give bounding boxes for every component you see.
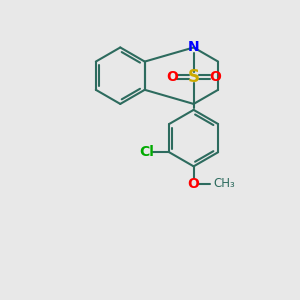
Text: Cl: Cl	[140, 145, 154, 159]
Text: S: S	[188, 68, 200, 86]
Text: N: N	[188, 40, 200, 55]
Text: O: O	[209, 70, 221, 84]
Text: O: O	[188, 177, 200, 190]
Text: O: O	[166, 70, 178, 84]
Text: CH₃: CH₃	[214, 177, 236, 190]
